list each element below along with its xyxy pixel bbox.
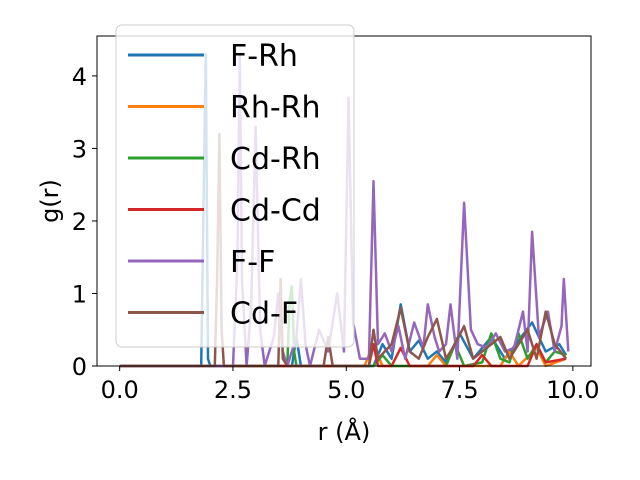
y-tick-label: 0 (72, 353, 87, 381)
x-axis-ticks: 0.0 2.5 5.0 7.5 10.0 (101, 366, 600, 404)
x-tick-label: 0.0 (101, 376, 139, 404)
legend-label-cd-cd: Cd-Cd (230, 194, 321, 229)
y-tick-label: 2 (72, 208, 87, 236)
legend-label-cd-rh: Cd-Rh (230, 142, 321, 177)
y-tick-label: 1 (72, 280, 87, 308)
y-axis-label: g(r) (36, 179, 64, 223)
x-tick-label: 2.5 (214, 376, 252, 404)
series-line-f-f (119, 52, 570, 368)
y-tick-label: 3 (72, 135, 87, 163)
legend-label-f-f: F-F (230, 245, 275, 280)
legend: F-Rh Rh-Rh Cd-Rh Cd-Cd F-F Cd-F (115, 24, 355, 348)
x-tick-label: 5.0 (327, 376, 365, 404)
x-tick-label: 10.0 (546, 376, 599, 404)
y-axis-ticks: 0 1 2 3 4 (72, 63, 97, 381)
legend-label-cd-f: Cd-F (230, 297, 298, 332)
y-tick-label: 4 (72, 63, 87, 91)
x-axis-label: r (Å) (318, 417, 371, 446)
legend-label-f-rh: F-Rh (230, 39, 298, 74)
legend-label-rh-rh: Rh-Rh (230, 91, 321, 126)
x-tick-label: 7.5 (440, 376, 478, 404)
